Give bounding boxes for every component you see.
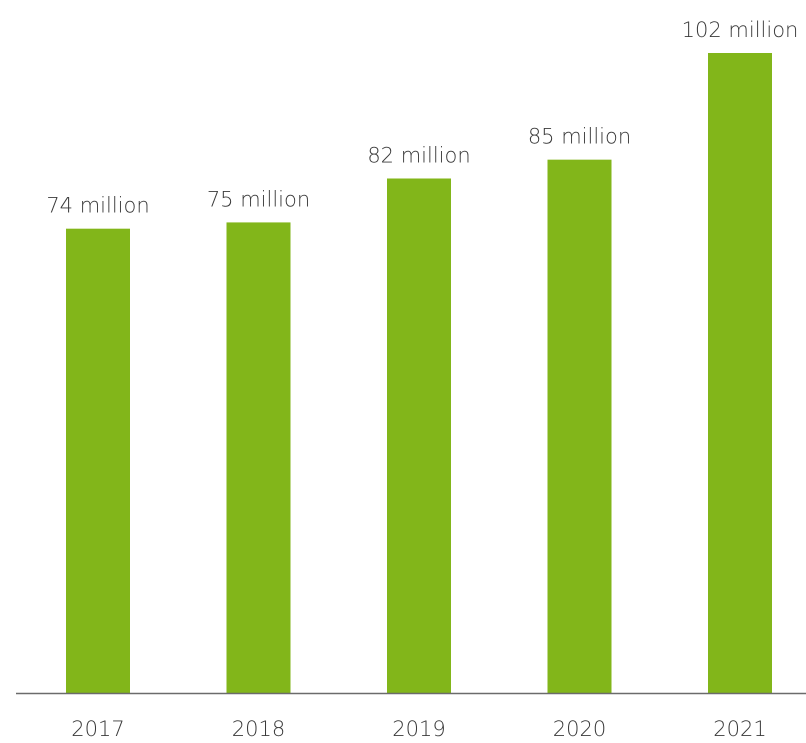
x-tick-label-2018: 2018 [232, 717, 285, 741]
bar-2019 [387, 178, 451, 694]
value-label-2020: 85 million [528, 125, 631, 149]
bar-2018 [226, 222, 291, 694]
value-label-2019: 82 million [367, 143, 470, 167]
bars-group [66, 53, 772, 694]
value-label-2017: 74 million [46, 194, 149, 218]
value-label-2021: 102 million [682, 18, 799, 42]
x-tick-labels-group: 2017 2018 2019 2020 2021 [71, 717, 766, 741]
x-tick-label-2017: 2017 [71, 717, 124, 741]
x-tick-label-2021: 2021 [713, 717, 766, 741]
value-labels-group: 74 million 75 million 82 million 85 million… [46, 18, 798, 218]
x-tick-label-2019: 2019 [392, 717, 445, 741]
x-tick-label-2020: 2020 [553, 717, 606, 741]
value-label-2018: 75 million [207, 187, 310, 211]
bar-2021 [708, 53, 772, 693]
bar-2017 [66, 228, 130, 693]
bar-2020 [547, 159, 612, 693]
